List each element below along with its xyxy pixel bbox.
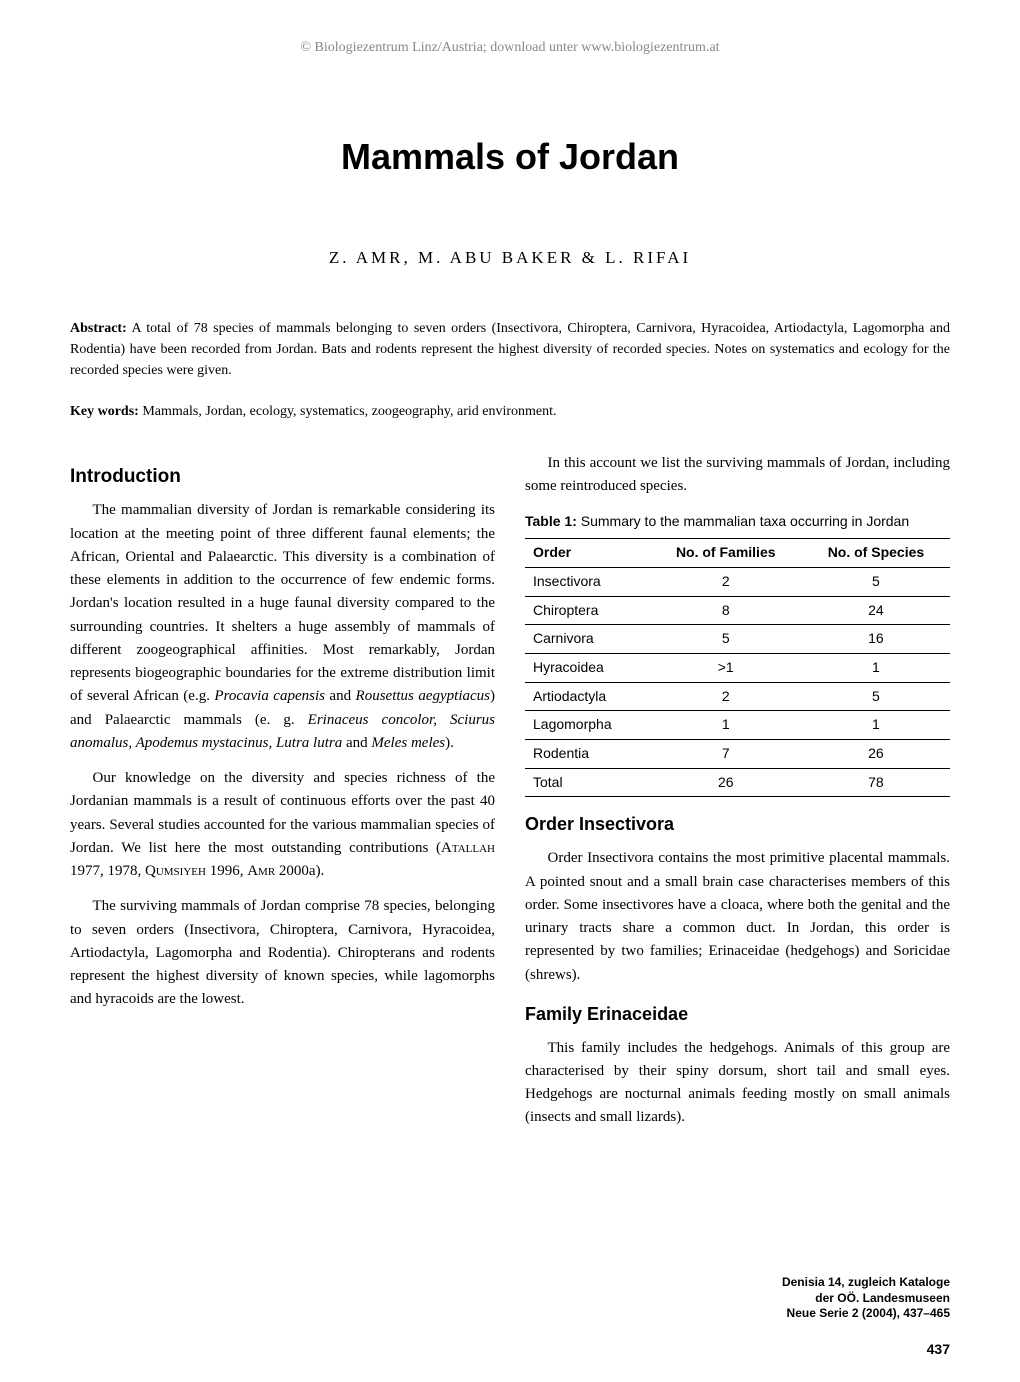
table-row: Carnivora516 [525, 625, 950, 654]
author-sc: Amr [247, 863, 275, 879]
table-cell: Insectivora [525, 567, 650, 596]
paper-title: Mammals of Jordan [70, 136, 950, 178]
text: The mammalian diversity of Jordan is rem… [70, 502, 495, 704]
table-row: Hyracoidea>11 [525, 653, 950, 682]
table-cell: 16 [802, 625, 950, 654]
taxa-table: Order No. of Families No. of Species Ins… [525, 538, 950, 797]
table-cell: Chiroptera [525, 596, 650, 625]
table-cell: 2 [650, 567, 802, 596]
keywords: Key words: Mammals, Jordan, ecology, sys… [70, 401, 950, 422]
table-cell: 2 [650, 682, 802, 711]
table-cell: 24 [802, 596, 950, 625]
text: and [342, 735, 371, 751]
table-cell: 1 [650, 711, 802, 740]
table-caption-label: Table 1: [525, 513, 577, 529]
table-caption-text: Summary to the mammalian taxa occurring … [577, 513, 909, 529]
table-cell: 26 [650, 768, 802, 797]
table-cell: 8 [650, 596, 802, 625]
text: ). [445, 735, 454, 751]
right-column: In this account we list the surviving ma… [525, 452, 950, 1142]
table-row: Rodentia726 [525, 740, 950, 769]
table-row: Chiroptera824 [525, 596, 950, 625]
text: 2000a). [275, 863, 324, 879]
table-header-row: Order No. of Families No. of Species [525, 539, 950, 568]
table-cell: 78 [802, 768, 950, 797]
table-header: Order [525, 539, 650, 568]
intro-para-2: Our knowledge on the diversity and speci… [70, 767, 495, 883]
abstract-text: A total of 78 species of mammals belongi… [70, 321, 950, 378]
heading-introduction: Introduction [70, 462, 495, 491]
left-column: Introduction The mammalian diversity of … [70, 452, 495, 1024]
table-row: Lagomorpha11 [525, 711, 950, 740]
citation-line: Denisia 14, zugleich Kataloge [782, 1275, 950, 1291]
table-cell: Artiodactyla [525, 682, 650, 711]
order-para: Order Insectivora contains the most prim… [525, 847, 950, 987]
table-header: No. of Species [802, 539, 950, 568]
citation: Denisia 14, zugleich Kataloge der OÖ. La… [782, 1275, 950, 1322]
citation-line: der OÖ. Landesmuseen [782, 1291, 950, 1307]
species-italic: Rousettus aegyptiacus [356, 688, 490, 704]
abstract: Abstract: A total of 78 species of mamma… [70, 318, 950, 381]
author-sc: Atallah [441, 840, 495, 856]
table-cell: 5 [802, 682, 950, 711]
keywords-text: Mammals, Jordan, ecology, systematics, z… [142, 404, 556, 419]
intro-para-1: The mammalian diversity of Jordan is rem… [70, 499, 495, 755]
table-cell: 7 [650, 740, 802, 769]
table-cell: >1 [650, 653, 802, 682]
table-cell: 1 [802, 711, 950, 740]
table-cell: 5 [650, 625, 802, 654]
text: and [325, 688, 356, 704]
table-cell: Total [525, 768, 650, 797]
table-row: Artiodactyla25 [525, 682, 950, 711]
abstract-label: Abstract: [70, 321, 127, 336]
text: 1996, [206, 863, 247, 879]
author-sc: Qumsiyeh [145, 863, 206, 879]
page-number: 437 [927, 1341, 950, 1357]
table-caption: Table 1: Summary to the mammalian taxa o… [525, 511, 950, 533]
right-intro-para: In this account we list the surviving ma… [525, 452, 950, 499]
table-cell: Lagomorpha [525, 711, 650, 740]
table-row: Insectivora25 [525, 567, 950, 596]
species-italic: Meles meles [371, 735, 445, 751]
table-row: Total2678 [525, 768, 950, 797]
table-header: No. of Families [650, 539, 802, 568]
table-cell: 1 [802, 653, 950, 682]
text: 1977, 1978, [70, 863, 145, 879]
family-para: This family includes the hedgehogs. Anim… [525, 1037, 950, 1130]
keywords-label: Key words: [70, 404, 139, 419]
table-cell: 5 [802, 567, 950, 596]
table-cell: Carnivora [525, 625, 650, 654]
header-copyright: © Biologiezentrum Linz/Austria; download… [70, 40, 950, 56]
heading-family-erinaceidae: Family Erinaceidae [525, 1001, 950, 1029]
intro-para-3: The surviving mammals of Jordan comprise… [70, 895, 495, 1011]
table-cell: 26 [802, 740, 950, 769]
heading-order-insectivora: Order Insectivora [525, 811, 950, 839]
species-italic: Procavia capensis [214, 688, 325, 704]
citation-line: Neue Serie 2 (2004), 437–465 [782, 1306, 950, 1322]
paper-authors: Z. AMR, M. ABU BAKER & L. RIFAI [70, 248, 950, 268]
table-cell: Rodentia [525, 740, 650, 769]
table-cell: Hyracoidea [525, 653, 650, 682]
text: Our knowledge on the diversity and speci… [70, 770, 495, 856]
